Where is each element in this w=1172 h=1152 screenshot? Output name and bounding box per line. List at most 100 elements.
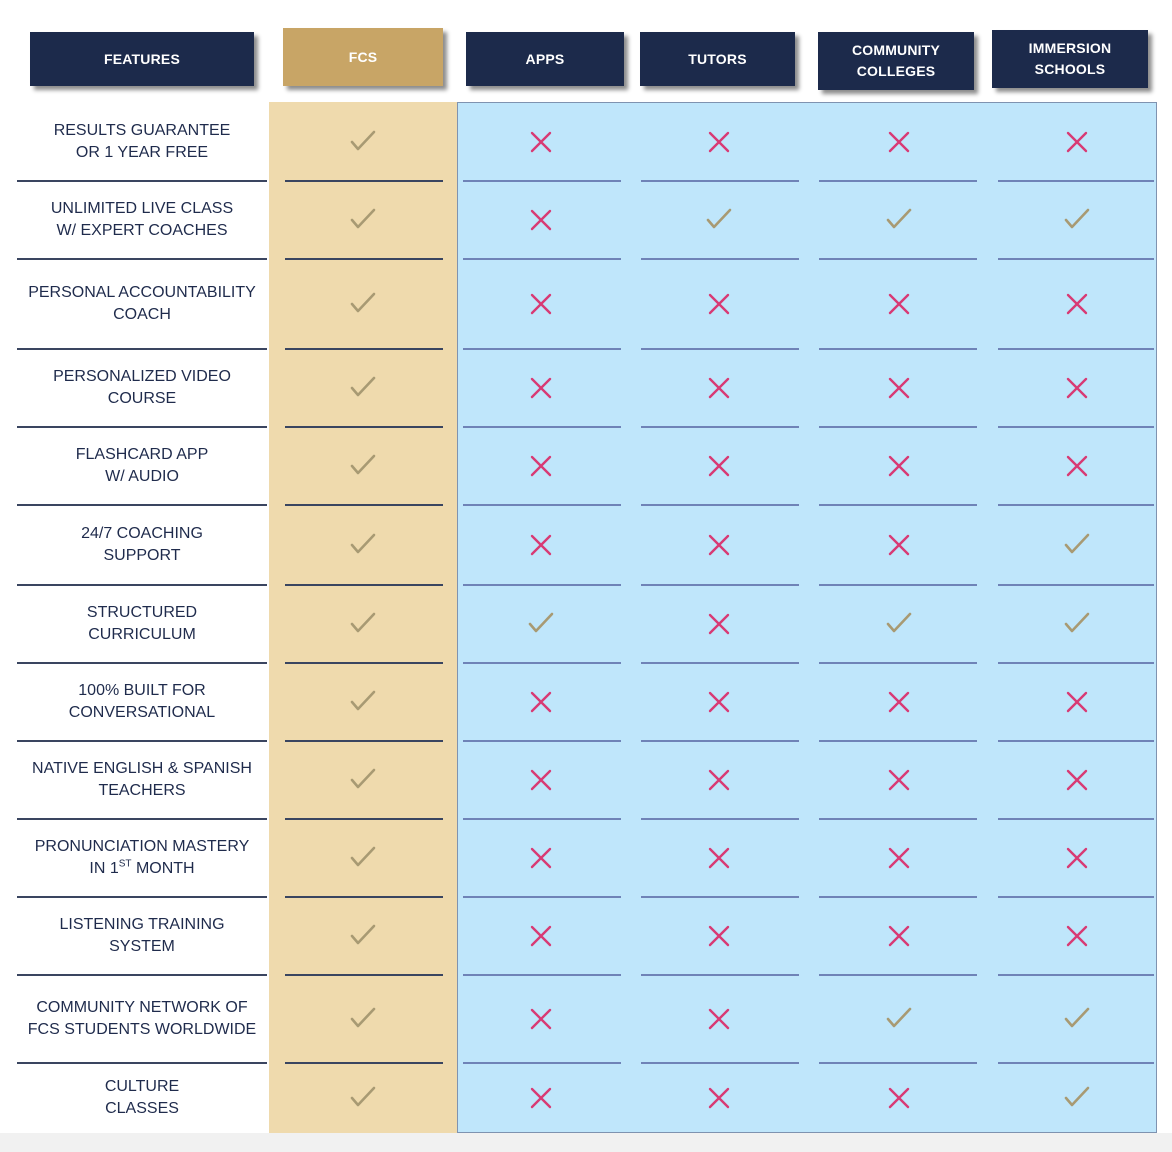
cross-icon (530, 293, 552, 315)
check-icon (528, 612, 554, 633)
cross-icon (530, 1008, 552, 1030)
feature-line-text: W/ AUDIO (105, 468, 179, 485)
header-apps: APPS (466, 32, 624, 86)
cross-icon (530, 691, 552, 713)
immersion-cell (1057, 102, 1097, 181)
cross-icon (708, 769, 730, 791)
row-divider (285, 180, 443, 182)
fcs-column-background (269, 102, 457, 1133)
fcs-cell (343, 663, 383, 741)
feature-line-text: CONVERSATIONAL (68, 704, 216, 721)
header-immersion-schools: IMMERSION SCHOOLS (992, 30, 1148, 88)
row-divider (998, 818, 1154, 820)
row-divider (998, 896, 1154, 898)
apps-cell (521, 741, 561, 819)
row-divider (819, 1062, 977, 1064)
cross-icon (708, 847, 730, 869)
row-divider (819, 740, 977, 742)
row-divider (819, 426, 977, 428)
row-divider (819, 180, 977, 182)
immersion-cell (1057, 259, 1097, 349)
tutors-cell (699, 505, 739, 585)
row-divider (463, 584, 621, 586)
check-icon (350, 612, 376, 633)
header-label: TUTORS (688, 50, 747, 67)
row-divider (641, 348, 799, 350)
fcs-cell (343, 259, 383, 349)
cross-icon (530, 1087, 552, 1109)
row-divider (998, 740, 1154, 742)
cross-icon (1066, 131, 1088, 152)
immersion-cell (1057, 663, 1097, 741)
feature-line: CURRICULUM (88, 624, 196, 646)
check-icon (886, 612, 912, 633)
community-cell (879, 975, 919, 1063)
row-divider (641, 504, 799, 506)
row-divider (17, 504, 267, 506)
row-divider (285, 584, 443, 586)
feature-line: FLASHCARD APP (75, 446, 209, 463)
cross-icon (530, 925, 552, 947)
tutors-cell (699, 349, 739, 427)
cross-icon (888, 534, 910, 556)
row-divider (463, 974, 621, 976)
table-row: LISTENING TRAINING SYSTEM (0, 897, 1172, 976)
row-divider (819, 584, 977, 586)
table-row: STRUCTURED CURRICULUM (0, 585, 1172, 664)
cross-icon (530, 377, 552, 399)
tutors-cell (699, 975, 739, 1063)
immersion-cell (1057, 819, 1097, 897)
row-divider (819, 818, 977, 820)
competitors-background (457, 102, 1157, 1133)
feature-line: NATIVE ENGLISH & SPANISH (32, 760, 252, 777)
cross-icon (708, 691, 730, 713)
feature-line: W/ AUDIO (105, 466, 179, 488)
cross-icon (1066, 691, 1088, 713)
row-divider (17, 896, 267, 898)
cross-icon (708, 293, 730, 315)
table-row: RESULTS GUARANTEE OR 1 YEAR FREE (0, 102, 1172, 182)
feature-line-text: MONTH (131, 860, 195, 877)
cross-icon (1066, 455, 1088, 477)
fcs-cell (343, 427, 383, 505)
cross-icon (708, 455, 730, 477)
community-cell (879, 505, 919, 585)
row-divider (463, 740, 621, 742)
tutors-cell (699, 663, 739, 741)
feature-line: TEACHERS (98, 780, 185, 802)
row-divider (641, 740, 799, 742)
row-divider (641, 584, 799, 586)
header-label: SCHOOLS (1034, 61, 1106, 77)
immersion-cell (1057, 1063, 1097, 1133)
feature-line: COACH (113, 304, 171, 326)
feature-label: 24/7 COACHING SUPPORT (17, 505, 267, 585)
header-community-colleges: COMMUNITY COLLEGES (818, 32, 974, 90)
feature-line: CONVERSATIONAL (69, 702, 215, 724)
feature-line: SYSTEM (109, 936, 175, 958)
row-divider (641, 974, 799, 976)
apps-cell (521, 259, 561, 349)
apps-cell (521, 975, 561, 1063)
table-row: 100% BUILT FOR CONVERSATIONAL (0, 663, 1172, 742)
row-divider (998, 974, 1154, 976)
row-divider (998, 584, 1154, 586)
cross-icon (708, 131, 730, 152)
row-divider (463, 818, 621, 820)
community-cell (879, 741, 919, 819)
apps-cell (521, 181, 561, 259)
header-tutors: TUTORS (640, 32, 795, 86)
cross-icon (888, 769, 910, 791)
feature-line: CLASSES (105, 1098, 179, 1120)
row-divider (463, 348, 621, 350)
row-divider (285, 1062, 443, 1064)
feature-line-text: CLASSES (105, 1100, 179, 1117)
feature-line: PERSONAL ACCOUNTABILITY (28, 284, 256, 301)
cross-icon (708, 377, 730, 399)
row-divider (641, 1062, 799, 1064)
immersion-cell (1057, 181, 1097, 259)
row-divider (285, 426, 443, 428)
cross-icon (708, 534, 730, 556)
row-divider (17, 662, 267, 664)
check-icon (350, 130, 376, 150)
apps-cell (521, 349, 561, 427)
